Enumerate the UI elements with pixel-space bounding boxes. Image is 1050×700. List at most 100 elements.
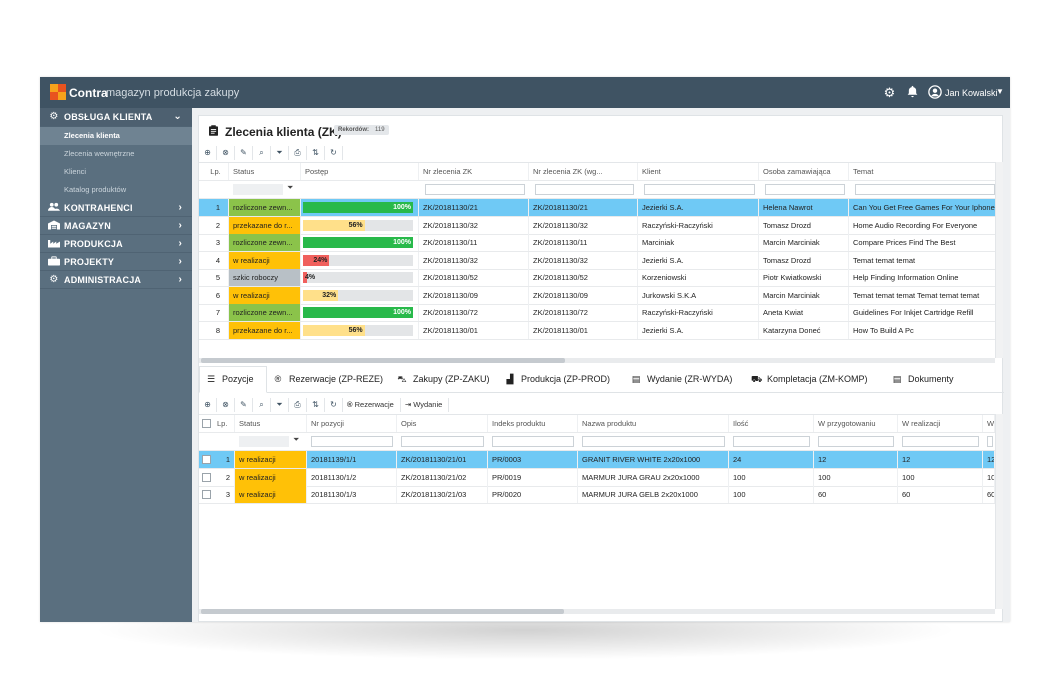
sidebar-group-kontrahenci[interactable]: KONTRAHENCI › bbox=[40, 199, 192, 217]
column-filter-input[interactable] bbox=[311, 436, 393, 447]
row-checkbox[interactable] bbox=[202, 490, 211, 499]
column-filter-input[interactable] bbox=[987, 436, 993, 447]
column-filter-input[interactable] bbox=[401, 436, 484, 447]
sidebar-item-klienci[interactable]: Klienci bbox=[64, 167, 87, 176]
column-header[interactable]: W realizacji bbox=[898, 415, 983, 432]
column-filter-input[interactable] bbox=[765, 184, 845, 195]
orders-vertical-scrollbar[interactable] bbox=[995, 162, 1003, 358]
tab-wydanie[interactable]: ▤ Wydanie (ZR-WYDA) bbox=[625, 366, 743, 393]
column-header[interactable]: Postęp bbox=[301, 163, 419, 180]
tab-pozycje[interactable]: ☰ Pozycje bbox=[199, 366, 267, 393]
column-header[interactable]: Status bbox=[235, 415, 307, 432]
column-filter-input[interactable] bbox=[902, 436, 979, 447]
column-header[interactable]: W bbox=[983, 415, 995, 432]
add-icon[interactable]: ⊕ bbox=[199, 398, 217, 412]
user-name[interactable]: Jan Kowalski bbox=[945, 88, 998, 98]
delete-icon[interactable]: ⊗ bbox=[217, 398, 235, 412]
scroll-thumb[interactable] bbox=[201, 358, 565, 363]
table-row[interactable]: 7 rozliczone zewn... 100% ZK/20181130/72 ZK/… bbox=[199, 304, 995, 322]
column-filter-input[interactable] bbox=[855, 184, 995, 195]
refresh-icon[interactable]: ↻ bbox=[325, 398, 343, 412]
column-header[interactable]: Osoba zamawiająca bbox=[759, 163, 849, 180]
column-filter-input[interactable] bbox=[644, 184, 755, 195]
briefcase-icon bbox=[48, 256, 60, 268]
status-filter-input[interactable] bbox=[233, 184, 283, 195]
tab-produkcja[interactable]: ▟ Produkcja (ZP-PROD) bbox=[499, 366, 623, 393]
column-filter-input[interactable] bbox=[582, 436, 725, 447]
table-cell: Home Audio Recording For Everyone bbox=[849, 217, 995, 234]
table-row[interactable]: 5 szkic roboczy 4% ZK/20181130/52 ZK/2018113… bbox=[199, 269, 995, 287]
chevron-down-icon[interactable]: ▼ bbox=[996, 87, 1004, 96]
contra-logo-icon bbox=[50, 84, 66, 100]
sidebar-group-administracja[interactable]: ⚙ ADMINISTRACJA › bbox=[40, 271, 192, 289]
release-button[interactable]: ⇥ Wydanie bbox=[401, 398, 450, 412]
filter-icon[interactable]: ⏷ bbox=[271, 398, 289, 412]
row-checkbox[interactable] bbox=[202, 455, 211, 464]
table-row[interactable]: 3 rozliczone zewn... 100% ZK/20181130/11 ZK/… bbox=[199, 234, 995, 252]
orders-horizontal-scrollbar[interactable] bbox=[199, 358, 995, 363]
positions-vertical-scrollbar[interactable] bbox=[995, 414, 1003, 609]
column-header[interactable]: Nazwa produktu bbox=[578, 415, 729, 432]
sort-icon[interactable]: ⇅ bbox=[307, 146, 325, 160]
sidebar-item-zlecenia-wewnetrzne[interactable]: Zlecenia wewnętrzne bbox=[64, 149, 135, 158]
column-header[interactable]: Temat bbox=[849, 163, 995, 180]
column-header[interactable]: Klient bbox=[638, 163, 759, 180]
sidebar-item-zlecenia-klienta[interactable]: Zlecenia klienta bbox=[40, 127, 192, 145]
row-checkbox[interactable] bbox=[202, 472, 211, 482]
tab-dokumenty[interactable]: ▤ Dokumenty bbox=[886, 366, 966, 393]
select-all-checkbox[interactable] bbox=[202, 419, 211, 428]
print-icon[interactable]: ⎙ bbox=[289, 146, 307, 160]
sidebar-group-projekty[interactable]: PROJEKTY › bbox=[40, 253, 192, 271]
column-header[interactable]: Ilość bbox=[729, 415, 814, 432]
column-header[interactable]: Status bbox=[229, 163, 301, 180]
filter-icon[interactable]: ⏷ bbox=[271, 146, 289, 160]
column-filter-input[interactable] bbox=[492, 436, 574, 447]
filter-icon[interactable]: ⏷ bbox=[287, 183, 294, 192]
column-header[interactable]: W przygotowaniu bbox=[814, 415, 898, 432]
delete-icon[interactable]: ⊗ bbox=[217, 146, 235, 160]
column-header[interactable]: Lp. bbox=[213, 415, 235, 432]
column-header[interactable]: Nr pozycji bbox=[307, 415, 397, 432]
sidebar-item-katalog-produktow[interactable]: Katalog produktów bbox=[64, 185, 127, 194]
scroll-thumb[interactable] bbox=[201, 609, 564, 614]
table-row[interactable]: 8 przekazane do r... 56% ZK/20181130/01 ZK/2… bbox=[199, 321, 995, 340]
column-filter-input[interactable] bbox=[425, 184, 525, 195]
sort-icon[interactable]: ⇅ bbox=[307, 398, 325, 412]
column-header[interactable]: Opis bbox=[397, 415, 488, 432]
table-row[interactable]: 2 przekazane do r... 56% ZK/20181130/32 ZK/2… bbox=[199, 216, 995, 235]
print-icon[interactable]: ⎙ bbox=[289, 398, 307, 412]
search-icon[interactable]: ⌕ bbox=[253, 146, 271, 160]
table-row[interactable]: 1 rozliczone zewn... 100% ZK/20181130/21 ZK/… bbox=[199, 199, 995, 217]
filter-icon[interactable]: ⏷ bbox=[293, 435, 300, 444]
user-avatar-icon[interactable] bbox=[927, 85, 942, 100]
search-icon[interactable]: ⌕ bbox=[253, 398, 271, 412]
column-header[interactable]: Indeks produktu bbox=[488, 415, 578, 432]
reservation-button[interactable]: ® Rezerwacje bbox=[343, 398, 401, 412]
tab-rezerwacje[interactable]: ® Rezerwacje (ZP-REZE) bbox=[267, 366, 389, 393]
sidebar-group-magazyn[interactable]: MAGAZYN › bbox=[40, 217, 192, 235]
settings-gear-icon[interactable]: ⚙ bbox=[883, 85, 896, 100]
edit-icon[interactable]: ✎ bbox=[235, 146, 253, 160]
refresh-icon[interactable]: ↻ bbox=[325, 146, 343, 160]
edit-icon[interactable]: ✎ bbox=[235, 398, 253, 412]
bell-icon[interactable] bbox=[905, 85, 920, 100]
status-filter-input[interactable] bbox=[239, 436, 289, 447]
sidebar-group-produkcja[interactable]: PRODUKCJA › bbox=[40, 235, 192, 253]
tab-kompletacja[interactable]: ⛟ Kompletacja (ZM-KOMP) bbox=[745, 366, 883, 393]
tab-zakupy[interactable]: ⛍ Zakupy (ZP-ZAKU) bbox=[391, 366, 497, 393]
add-icon[interactable]: ⊕ bbox=[199, 146, 217, 160]
table-cell: 60 bbox=[983, 486, 995, 503]
column-filter-input[interactable] bbox=[535, 184, 634, 195]
column-header[interactable]: Nr zlecenia ZK bbox=[419, 163, 529, 180]
column-header[interactable]: Nr zlecenia ZK (wg... bbox=[529, 163, 638, 180]
column-filter-input[interactable] bbox=[818, 436, 894, 447]
positions-horizontal-scrollbar[interactable] bbox=[199, 609, 995, 614]
column-header[interactable]: Lp. bbox=[199, 163, 229, 180]
column-filter-input[interactable] bbox=[733, 436, 810, 447]
sidebar-group-obsluga-klienta[interactable]: ⚙ OBSŁUGA KLIENTA ⌄ bbox=[40, 108, 192, 127]
